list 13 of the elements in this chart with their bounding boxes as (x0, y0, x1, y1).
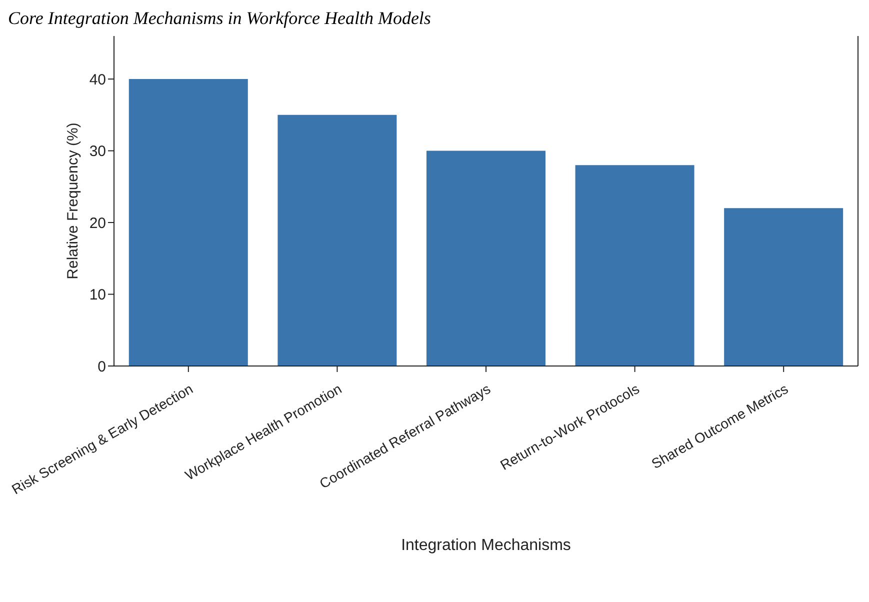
y-tick-label: 30 (89, 143, 106, 160)
y-tick-label: 10 (89, 286, 106, 304)
y-tick-label: 0 (98, 358, 106, 376)
bar (278, 114, 397, 366)
y-tick-label: 40 (89, 71, 106, 88)
bar (724, 208, 844, 366)
x-axis-title: Integration Mechanisms (401, 537, 571, 554)
bar (128, 79, 248, 366)
y-tick-label: 20 (89, 214, 106, 232)
bar (575, 165, 694, 366)
chart-title: Core Integration Mechanisms in Workforce Health Models (8, 8, 432, 30)
y-axis-title: Relative Frequency (%) (64, 122, 82, 280)
bar (426, 150, 546, 366)
